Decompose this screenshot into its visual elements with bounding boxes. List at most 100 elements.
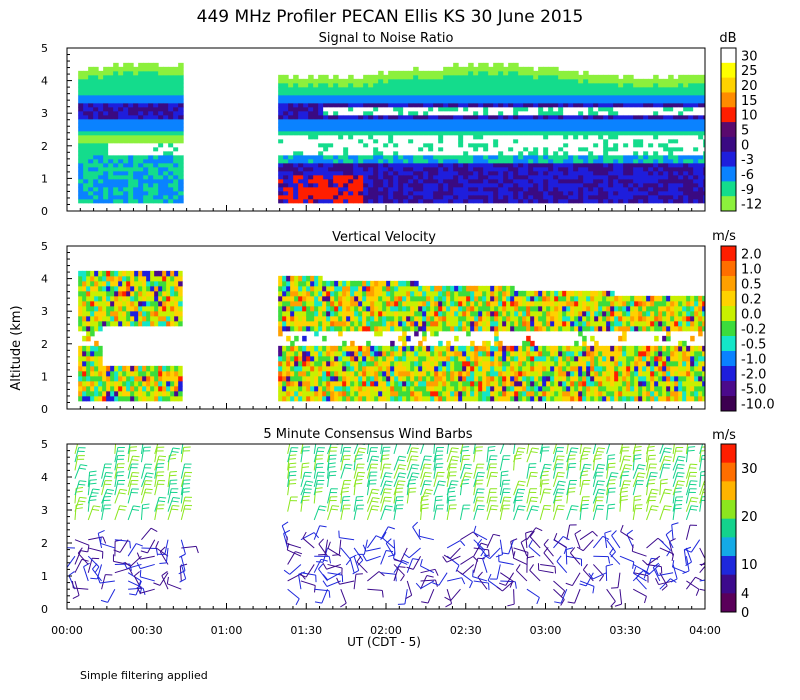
snr-cell <box>503 114 509 120</box>
snr-cell <box>408 162 414 168</box>
snr-cell <box>628 90 634 96</box>
snr-cell <box>313 182 319 188</box>
snr-cell <box>148 150 154 156</box>
velocity-cell <box>162 270 167 277</box>
snr-cell <box>403 166 409 172</box>
colorbar-swatch <box>721 151 736 168</box>
snr-cell <box>83 130 89 136</box>
velocity-cell <box>386 395 391 402</box>
velocity-cell <box>302 375 307 382</box>
snr-cell <box>563 146 569 152</box>
snr-cell <box>413 198 419 204</box>
velocity-cell <box>122 320 127 327</box>
velocity-cell <box>162 380 167 387</box>
velocity-cell <box>346 290 351 297</box>
velocity-cell <box>86 395 91 402</box>
velocity-cell <box>322 295 327 302</box>
snr-cell <box>433 102 439 108</box>
snr-cell <box>473 126 479 132</box>
snr-cell <box>633 126 639 132</box>
snr-cell <box>383 94 389 100</box>
snr-cell <box>553 98 559 104</box>
velocity-cell <box>358 370 363 377</box>
velocity-cell <box>318 280 323 287</box>
snr-cell <box>608 110 614 116</box>
velocity-cell <box>386 360 391 367</box>
snr-cell <box>603 114 609 120</box>
snr-cell <box>528 186 534 192</box>
snr-cell <box>113 126 119 132</box>
snr-cell <box>413 138 419 144</box>
snr-cell <box>178 102 184 108</box>
velocity-cell <box>342 395 347 402</box>
velocity-cell <box>134 285 139 292</box>
snr-cell <box>523 146 529 152</box>
snr-cell <box>418 154 424 160</box>
snr-cell <box>623 158 629 164</box>
velocity-cell <box>126 285 131 292</box>
snr-cell <box>558 138 564 144</box>
snr-cell <box>543 114 549 120</box>
snr-cell <box>128 102 134 108</box>
snr-cell <box>603 110 609 116</box>
snr-cell <box>118 178 124 184</box>
snr-cell <box>348 102 354 108</box>
velocity-cell <box>318 305 323 312</box>
snr-cell <box>688 154 694 160</box>
snr-cell <box>393 126 399 132</box>
snr-cell <box>408 98 414 104</box>
snr-cell <box>108 158 114 164</box>
snr-cell <box>638 90 644 96</box>
snr-cell <box>98 190 104 196</box>
snr-cell <box>383 134 389 140</box>
snr-cell <box>608 150 614 156</box>
snr-cell <box>303 114 309 120</box>
snr-cell <box>83 82 89 88</box>
snr-cell <box>628 130 634 136</box>
snr-cell <box>688 114 694 120</box>
snr-cell <box>323 102 329 108</box>
snr-cell <box>453 94 459 100</box>
velocity-cell <box>346 350 351 357</box>
snr-cell <box>98 98 104 104</box>
velocity-cell <box>358 385 363 392</box>
snr-cell <box>123 182 129 188</box>
snr-cell <box>668 182 674 188</box>
velocity-cell <box>142 390 147 397</box>
velocity-cell <box>78 305 83 312</box>
snr-cell <box>483 154 489 160</box>
velocity-cell <box>346 385 351 392</box>
snr-cell <box>538 86 544 92</box>
velocity-cell <box>282 325 287 332</box>
snr-cell <box>628 94 634 100</box>
snr-cell <box>638 118 644 124</box>
snr-cell <box>293 174 299 180</box>
snr-cell <box>433 174 439 180</box>
velocity-cell <box>378 305 383 312</box>
snr-cell <box>423 86 429 92</box>
snr-cell <box>498 130 504 136</box>
snr-cell <box>638 142 644 148</box>
snr-cell <box>553 126 559 132</box>
velocity-cell <box>82 375 87 382</box>
snr-cell <box>488 98 494 104</box>
velocity-cell <box>322 345 327 352</box>
snr-cell <box>373 102 379 108</box>
snr-cell <box>408 130 414 136</box>
snr-cell <box>548 78 554 84</box>
snr-cell <box>328 174 334 180</box>
snr-cell <box>398 182 404 188</box>
snr-cell <box>123 110 129 116</box>
snr-cell <box>288 186 294 192</box>
snr-cell <box>433 134 439 140</box>
snr-cell <box>383 114 389 120</box>
snr-cell <box>328 170 334 176</box>
snr-cell <box>568 198 574 204</box>
velocity-cell <box>350 305 355 312</box>
snr-cell <box>558 98 564 104</box>
snr-cell <box>88 90 94 96</box>
snr-cell <box>443 130 449 136</box>
snr-cell <box>638 138 644 144</box>
snr-cell <box>483 194 489 200</box>
snr-cell <box>143 118 149 124</box>
